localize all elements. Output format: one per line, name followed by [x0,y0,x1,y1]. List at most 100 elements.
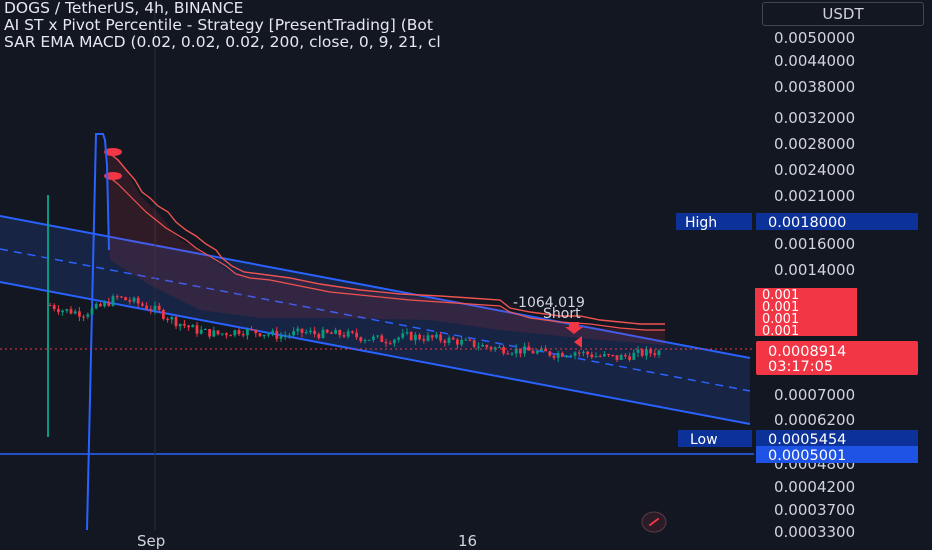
candle-body [78,311,81,317]
candle-body [162,309,165,319]
candle-body [334,330,337,334]
candle-body [346,331,350,337]
candle-body [657,350,661,355]
candle-body [250,329,253,331]
candle-body [313,330,316,334]
price-tick-label: 0.0007000 [774,386,855,404]
candle-body [367,339,371,341]
high-value-text: 0.0018000 [768,215,846,231]
candle-body [283,335,287,337]
candle-body [498,346,501,348]
channel-mid-line [0,248,751,392]
flash-icon[interactable] [641,511,667,533]
candle-body [649,349,652,354]
candle-body [393,339,396,344]
candle-body [573,352,577,356]
candle-body [409,332,413,341]
candle-body [338,330,342,336]
price-tick-label: 0.0028000 [774,135,855,153]
price-tick-label: 0.0014000 [774,261,855,279]
candle-body [615,355,619,360]
candle-body [153,305,157,311]
high-value-tag [756,213,918,230]
candle-body [212,330,216,337]
candle-body [531,350,535,354]
candle-body [477,346,480,348]
candle-body [435,334,438,338]
candle-body [577,352,581,354]
candle-body [582,351,585,353]
candle-body [481,345,484,347]
candle-body [472,340,476,347]
candle-body [523,346,526,354]
candle-body [325,329,329,333]
strategy-values-tag [755,288,857,336]
supertrend-line [86,133,110,531]
candle-body [544,348,547,352]
candle-body [65,309,69,311]
candle-body [645,349,648,356]
candle-body [220,333,224,335]
candle-body [359,337,363,341]
candle-body [380,335,384,342]
candle-body [292,331,295,336]
candle-body [204,328,207,330]
candle-body [464,339,468,341]
candle-body [468,339,472,341]
candle-body [590,354,594,358]
candle-body [141,303,144,306]
candle-body [451,337,455,340]
candle-body [145,305,148,310]
candle-body [296,328,300,332]
candle-body [237,330,241,335]
countdown-text: 03:17:05 [768,359,833,375]
candle-body [460,339,463,345]
legend-strategy[interactable]: AI ST x Pivot Percentile - Strategy [Pre… [4,17,433,34]
candle-body [94,303,98,309]
candle-body [607,354,610,356]
candle-body [569,355,573,357]
candle-body [258,333,262,337]
candle-body [82,316,85,318]
candle-body [321,329,325,338]
price-tick-label: 0.0050000 [774,29,855,47]
candle-body [510,353,514,355]
candle-body [279,336,283,339]
candle-body [61,310,64,313]
candle-body [120,296,123,298]
candle-body [178,323,182,327]
price-tick-label: 0.0024000 [774,161,855,179]
high-tag [676,213,752,230]
legend-symbol[interactable]: DOGS / TetherUS, 4h, BINANCE [4,0,244,17]
price-tick-label: 0.0016000 [774,235,855,253]
candle-body [376,335,379,337]
candle-body [594,356,598,358]
low-value-text: 0.0005454 [768,432,846,448]
candle-body [262,334,266,337]
candle-body [254,329,258,334]
candle-body [90,308,94,315]
chart-legend: DOGS / TetherUS, 4h, BINANCE AI ST x Piv… [4,0,756,51]
candle-body [149,309,153,311]
horizontal-line-tag [756,446,918,463]
candle-body [552,355,556,358]
legend-indicator[interactable]: SAR EMA MACD (0.02, 0.02, 0.02, 200, clo… [4,34,441,51]
candle-body [422,339,426,341]
candle-body [132,297,136,302]
stop-line-upper [107,151,665,325]
candle-body [187,325,190,328]
candle-body [456,339,459,345]
currency-button[interactable]: USDT [762,2,924,26]
candle-body [443,340,447,343]
candle-body [519,348,522,354]
candle-body [73,311,77,314]
time-label-sep: Sep [137,532,165,550]
candle-body [611,355,615,357]
low-tag [678,430,752,447]
candle-body [170,317,174,320]
candle-body [640,349,644,356]
trade-label-text: Short [543,306,581,322]
candle-body [103,301,106,307]
candle-body [99,303,102,307]
